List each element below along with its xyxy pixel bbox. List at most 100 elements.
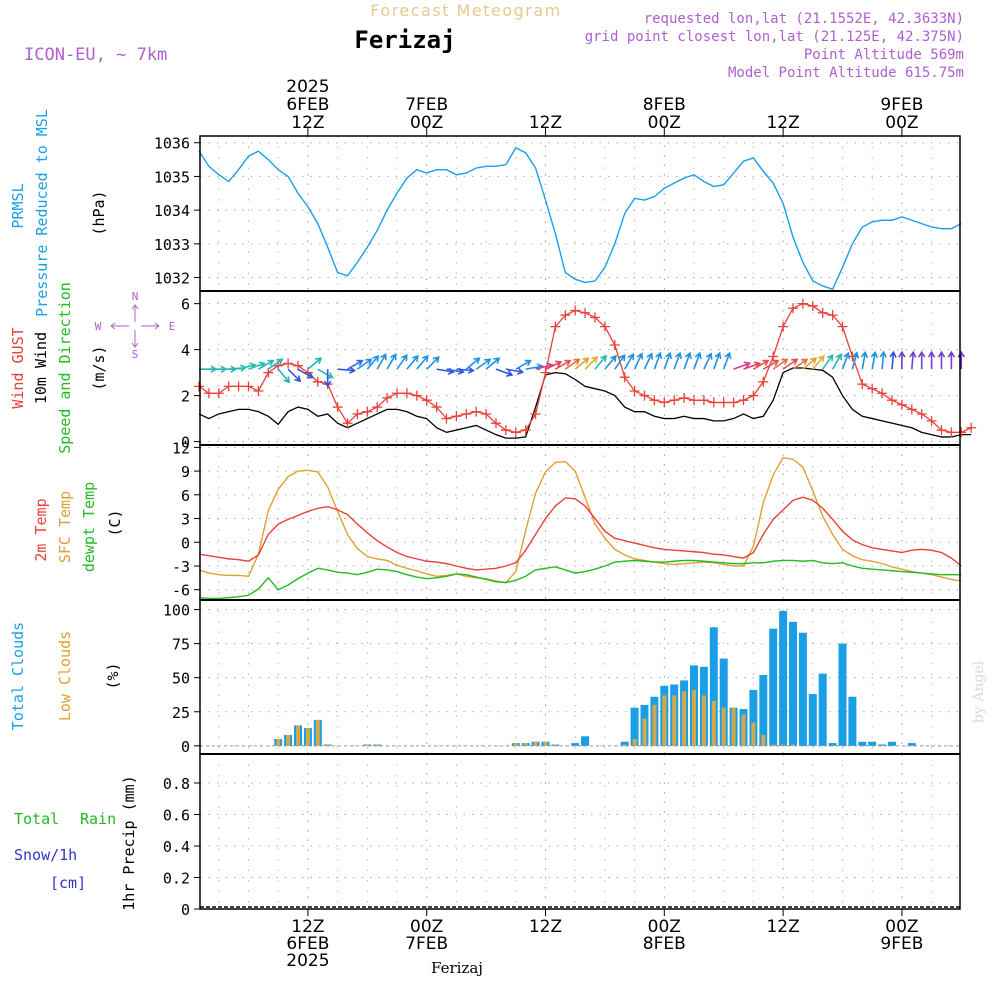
wind-direction-arrow [456, 366, 475, 374]
compass-rose: N W E S [95, 290, 176, 361]
wind-direction-arrow [376, 353, 387, 370]
wind-gust-marker [936, 425, 947, 436]
panels: 103210331034103510360246-6-3036912025507… [154, 135, 977, 919]
total-cloud-bar [868, 741, 877, 746]
wind-gust-marker [283, 358, 294, 369]
total-cloud-bar [571, 743, 580, 746]
wind-gust-marker [372, 402, 383, 413]
temp-ytick-label: 0 [181, 534, 190, 552]
wind-ytick-label: 4 [181, 342, 190, 360]
clouds-ytick-label: 0 [181, 738, 190, 756]
wind-gust-marker [431, 402, 442, 413]
low-cloud-bar [701, 695, 706, 746]
wind-direction-arrow [614, 353, 626, 370]
precip-grid [200, 754, 960, 910]
wind-gust-marker [392, 388, 402, 399]
wind-direction-arrow [673, 351, 682, 370]
wind-gust-marker [332, 402, 343, 413]
wind-direction-arrow [287, 368, 302, 383]
label-speed-direction: Speed and Direction [56, 282, 74, 454]
model-name: ICON-EU, ~ 7km [24, 45, 167, 65]
label-10m-wind: 10m Wind [32, 332, 50, 404]
wind-gust-marker [896, 399, 907, 410]
low-cloud-bar [622, 744, 627, 746]
clouds-ytick-label: 25 [172, 704, 190, 722]
wind-gust-marker [540, 367, 551, 378]
wind-gust-marker [243, 381, 254, 392]
wind-gust-marker [857, 379, 868, 390]
panel-wind: 0 2 4 6 [181, 291, 977, 452]
low-cloud-bar [731, 707, 736, 746]
wind-direction-arrow [879, 350, 887, 370]
chart-supertitle: Forecast Meteogram [370, 1, 561, 20]
wind-direction-arrow [851, 351, 860, 370]
model-altitude: Model Point Altitude 615.75m [728, 65, 964, 81]
wind-gust-marker [382, 392, 393, 403]
low-cloud-bar [325, 744, 330, 746]
total-cloud-bar [907, 743, 916, 746]
label-total-clouds: Total Clouds [9, 622, 27, 730]
wind-gust-marker [758, 376, 769, 387]
total-cloud-bar [888, 741, 896, 746]
pressure-ytick-label: 1035 [154, 168, 190, 186]
wind-gust-marker [293, 360, 303, 371]
pressure-ytick-label: 1033 [154, 236, 190, 254]
wind-gust-marker [510, 427, 521, 438]
wind-direction-arrow [663, 351, 673, 370]
wind-direction-arrow [406, 354, 419, 370]
wind-gust-marker [560, 310, 571, 321]
low-cloud-bar [791, 744, 795, 746]
sfc-temp-line [198, 456, 962, 584]
wind-direction-arrow [722, 351, 732, 370]
wind-gust-marker [748, 390, 759, 401]
low-cloud-bar [315, 719, 320, 746]
wind-direction-arrow [396, 353, 408, 370]
total-cloud-bar [581, 736, 590, 746]
wind-gust-marker [194, 381, 204, 392]
temp-ytick-label: -3 [172, 558, 190, 576]
low-cloud-bar [276, 739, 281, 746]
wind-gust-marker [788, 303, 798, 314]
wind-gust-marker [698, 395, 709, 406]
bottom-tick-date: 7FEB [405, 934, 448, 954]
wind-gust-marker [867, 383, 878, 394]
total-cloud-bar [630, 707, 639, 746]
low-cloud-bar [286, 734, 291, 746]
wind-direction-arrow [947, 350, 956, 370]
wind-direction-arrow [889, 350, 897, 370]
wind-gust-marker [253, 385, 264, 396]
low-cloud-bar [711, 700, 716, 746]
total-cloud-bar [620, 741, 629, 746]
low-cloud-bar [642, 718, 647, 746]
bottom-tick-date: 8FEB [643, 934, 686, 954]
low-cloud-bar [513, 743, 518, 746]
precip-ytick-label: 0.6 [163, 807, 190, 825]
wind-direction-arrow [297, 368, 315, 379]
bottom-tick-hour: 12Z [529, 917, 562, 937]
total-cloud-bar [848, 696, 857, 746]
bottom-tick-date: 6FEB [286, 934, 329, 954]
wind-direction-arrow [416, 354, 429, 370]
pressure-frame [199, 135, 961, 292]
temp-frame [199, 444, 961, 601]
low-cloud-bar [553, 744, 558, 746]
wind-ytick-label: 0 [181, 434, 190, 452]
label-hpa: (hPa) [90, 190, 108, 235]
wind-gust-marker [689, 395, 699, 406]
wind-direction-arrow [465, 357, 481, 370]
top-tick-date: 8FEB [643, 95, 686, 115]
wind-gust-marker [659, 397, 670, 408]
wind-gust-marker [550, 321, 561, 332]
wind-direction-arrow [703, 352, 713, 370]
wind-gust-marker [570, 305, 581, 316]
low-cloud-bar [662, 695, 667, 746]
low-cloud-bar [751, 722, 756, 746]
label-sfc-temp: SFC Temp [56, 491, 74, 563]
wind-direction-arrow [485, 357, 501, 370]
low-cloud-bar [761, 734, 766, 746]
wind-gust-marker [916, 408, 927, 419]
low-cloud-bar [305, 728, 310, 746]
wind-gust-marker [590, 312, 600, 323]
top-tick-date: 7FEB [405, 95, 448, 115]
